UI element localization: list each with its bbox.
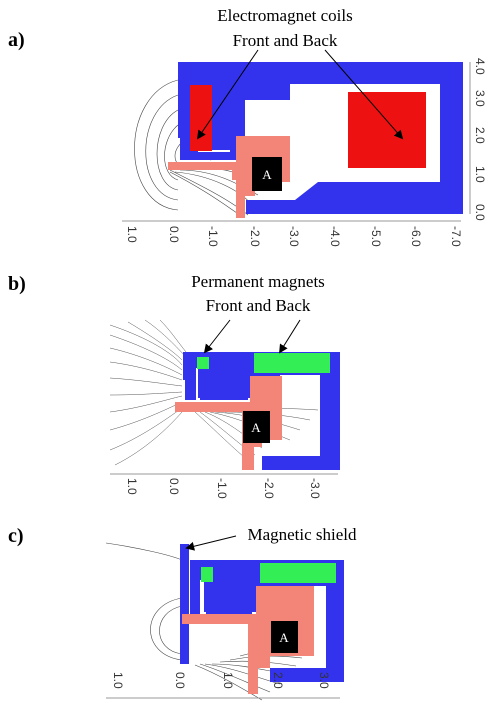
panel-a-annotation-line1: Electromagnet coils [217, 6, 352, 25]
x-tick: -4.0 [328, 226, 342, 247]
panel-b-label: b) [8, 273, 26, 295]
x-tick: -3.0 [287, 226, 301, 247]
panel-a-y-ticks: 0.0 1.0 2.0 3.0 4.0 [473, 58, 487, 221]
panel-b-box-label: A [251, 420, 261, 435]
panel-c-iron-yoke [190, 560, 344, 682]
panel-b: b) Permanent magnets Front and Back [8, 272, 340, 499]
x-tick: 0.0 [173, 672, 187, 689]
panel-b-back-magnet [254, 353, 330, 373]
panel-b-pole-piece [175, 376, 282, 470]
x-tick: -6.0 [409, 226, 423, 247]
panel-c-annotation: Magnetic shield [247, 525, 357, 544]
y-tick: 2.0 [473, 127, 487, 144]
panel-a-annotation-line2: Front and Back [233, 31, 338, 50]
panel-b-x-ticks: 1.0 0.0 -1.0 -2.0 -3.0 [125, 478, 322, 499]
panel-c-front-magnet [201, 567, 213, 582]
panel-a-back-coil [348, 92, 426, 168]
x-tick: -3.0 [308, 478, 322, 499]
panel-a-label: a) [8, 29, 25, 51]
panel-c-back-magnet [260, 563, 336, 583]
x-tick: 1.0 [125, 226, 139, 243]
x-tick: 2.0 [271, 672, 285, 689]
panel-b-box [243, 411, 270, 443]
y-tick: 4.0 [473, 58, 487, 75]
x-tick: -1.0 [215, 478, 229, 499]
panel-a-box-label: A [262, 167, 272, 182]
x-tick: -2.0 [262, 478, 276, 499]
x-tick: 3.0 [317, 672, 331, 689]
panel-b-front-housing [198, 368, 252, 398]
x-tick: 0.0 [167, 226, 181, 243]
panel-a-front-coil [190, 85, 212, 151]
panel-a-iron-yoke [178, 62, 463, 214]
x-tick: -1.0 [206, 226, 220, 247]
y-tick: 0.0 [473, 204, 487, 221]
x-tick: -2.0 [248, 226, 262, 247]
x-tick: 1.0 [111, 672, 125, 689]
panel-a-box [252, 157, 282, 191]
panel-b-front-magnet [197, 357, 209, 369]
panel-b-annotation-line1: Permanent magnets [191, 272, 325, 291]
panel-a-x-ticks: 1.0 0.0 -1.0 -2.0 -3.0 -4.0 -5.0 -6.0 -7… [125, 226, 463, 247]
x-tick: 0.0 [167, 478, 181, 495]
panel-c-magnetic-shield [180, 544, 189, 664]
x-tick: 1.0 [125, 478, 139, 495]
y-tick: 1.0 [473, 166, 487, 183]
y-tick: 3.0 [473, 90, 487, 107]
panel-a-pole-piece [168, 136, 290, 218]
panel-b-annotation-line2: Front and Back [206, 296, 311, 315]
x-tick: -7.0 [449, 226, 463, 247]
x-tick: -5.0 [369, 226, 383, 247]
panel-b-iron-yoke [183, 352, 340, 470]
x-tick: 1.0 [221, 672, 235, 689]
panel-a: a) Electromagnet coils Front and Back [8, 6, 487, 247]
panel-c-label: c) [8, 525, 24, 547]
panel-c-box [271, 621, 298, 653]
panel-c-x-ticks: 1.0 0.0 1.0 2.0 3.0 [111, 672, 331, 689]
panel-c-box-label: A [279, 630, 289, 645]
panel-c-pole-piece [182, 586, 314, 694]
panel-c: c) Magnetic shield A 1. [8, 525, 357, 701]
